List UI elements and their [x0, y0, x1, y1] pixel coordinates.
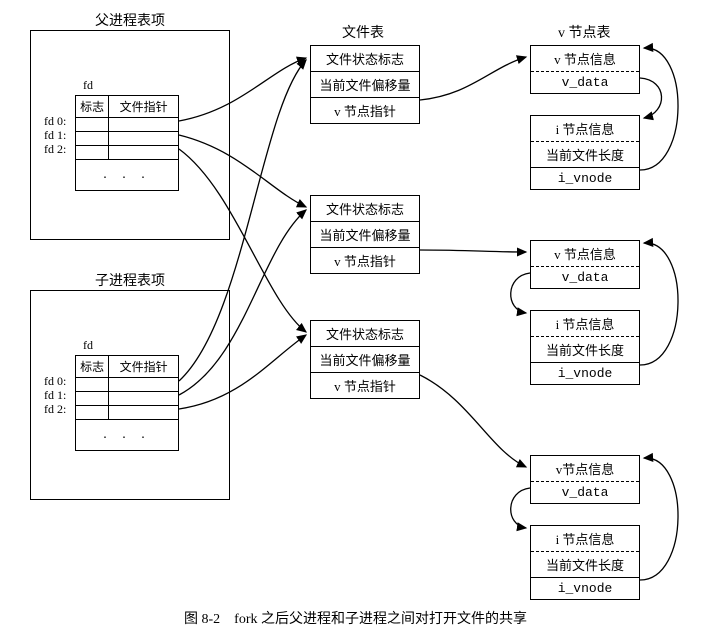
vnode3-vdata: v_data — [531, 482, 639, 503]
fd2-label-parent: fd 2: — [44, 142, 66, 157]
file2-offset: 当前文件偏移量 — [311, 222, 419, 248]
fd-header-fd-parent: fd — [83, 78, 93, 93]
fd-table-parent: 标志 文件指针 . . . — [75, 95, 179, 191]
fd-hdr-ptr-child: 文件指针 — [109, 356, 178, 377]
fd-dots-child: . . . — [76, 420, 178, 450]
fd-row-0-child — [76, 378, 178, 392]
inode1-info: i 节点信息 — [531, 116, 639, 142]
fd-hdr-flag-child: 标志 — [76, 356, 109, 377]
file2-status: 文件状态标志 — [311, 196, 419, 222]
vnode3-info: v节点信息 — [531, 456, 639, 482]
inode3-ivnode: i_vnode — [531, 578, 639, 599]
file-entry-2: 文件状态标志 当前文件偏移量 v 节点指针 — [310, 195, 420, 274]
inode2-info: i 节点信息 — [531, 311, 639, 337]
fd-row-2-child — [76, 406, 178, 420]
fd0-label-child: fd 0: — [44, 374, 66, 389]
figure-caption: 图 8-2 fork 之后父进程和子进程之间对打开文件的共享 — [0, 608, 711, 628]
file1-status: 文件状态标志 — [311, 46, 419, 72]
fd0-label-parent: fd 0: — [44, 114, 66, 129]
file3-status: 文件状态标志 — [311, 321, 419, 347]
file2-vptr: v 节点指针 — [311, 248, 419, 273]
vnode1-info: v 节点信息 — [531, 46, 639, 72]
fd-dots-parent: . . . — [76, 160, 178, 190]
inode3-len: 当前文件长度 — [531, 552, 639, 578]
vnode-2: v 节点信息 v_data — [530, 240, 640, 289]
inode1-ivnode: i_vnode — [531, 168, 639, 189]
file1-offset: 当前文件偏移量 — [311, 72, 419, 98]
vnode-3: v节点信息 v_data — [530, 455, 640, 504]
vnode1-vdata: v_data — [531, 72, 639, 93]
fd1-label-parent: fd 1: — [44, 128, 66, 143]
fd-row-1-parent — [76, 132, 178, 146]
fd2-label-child: fd 2: — [44, 402, 66, 417]
title-file-table: 文件表 — [342, 22, 384, 42]
inode-2: i 节点信息 当前文件长度 i_vnode — [530, 310, 640, 385]
inode-1: i 节点信息 当前文件长度 i_vnode — [530, 115, 640, 190]
vnode2-vdata: v_data — [531, 267, 639, 288]
file-entry-3: 文件状态标志 当前文件偏移量 v 节点指针 — [310, 320, 420, 399]
fd-table-child: 标志 文件指针 . . . — [75, 355, 179, 451]
inode2-len: 当前文件长度 — [531, 337, 639, 363]
file3-vptr: v 节点指针 — [311, 373, 419, 398]
fd-row-0-parent — [76, 118, 178, 132]
inode2-ivnode: i_vnode — [531, 363, 639, 384]
fd-hdr-flag-parent: 标志 — [76, 96, 109, 117]
inode-3: i 节点信息 当前文件长度 i_vnode — [530, 525, 640, 600]
fd1-label-child: fd 1: — [44, 388, 66, 403]
fd-row-1-child — [76, 392, 178, 406]
title-vnode-table: v 节点表 — [558, 22, 611, 42]
file1-vptr: v 节点指针 — [311, 98, 419, 123]
fd-header-fd-child: fd — [83, 338, 93, 353]
inode1-len: 当前文件长度 — [531, 142, 639, 168]
title-parent: 父进程表项 — [95, 10, 165, 30]
vnode2-info: v 节点信息 — [531, 241, 639, 267]
file-entry-1: 文件状态标志 当前文件偏移量 v 节点指针 — [310, 45, 420, 124]
inode3-info: i 节点信息 — [531, 526, 639, 552]
fd-hdr-ptr-parent: 文件指针 — [109, 96, 178, 117]
fd-row-2-parent — [76, 146, 178, 160]
vnode-1: v 节点信息 v_data — [530, 45, 640, 94]
file3-offset: 当前文件偏移量 — [311, 347, 419, 373]
title-child: 子进程表项 — [95, 270, 165, 290]
